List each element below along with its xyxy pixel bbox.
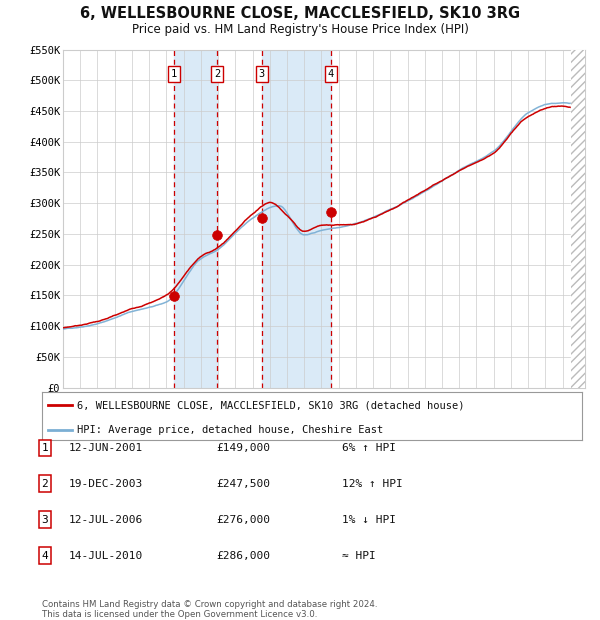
Text: 14-JUL-2010: 14-JUL-2010 [69,551,143,560]
Text: £247,500: £247,500 [216,479,270,489]
Text: £276,000: £276,000 [216,515,270,525]
Text: 4: 4 [41,551,49,560]
Bar [571,50,585,388]
Bar [571,50,585,388]
Text: HPI: Average price, detached house, Cheshire East: HPI: Average price, detached house, Ches… [77,425,383,435]
Text: 1: 1 [171,69,177,79]
Text: 19-DEC-2003: 19-DEC-2003 [69,479,143,489]
Text: £149,000: £149,000 [216,443,270,453]
Text: 6, WELLESBOURNE CLOSE, MACCLESFIELD, SK10 3RG (detached house): 6, WELLESBOURNE CLOSE, MACCLESFIELD, SK1… [77,401,464,410]
Text: 6% ↑ HPI: 6% ↑ HPI [342,443,396,453]
Text: Price paid vs. HM Land Registry's House Price Index (HPI): Price paid vs. HM Land Registry's House … [131,23,469,36]
Text: 3: 3 [259,69,265,79]
Text: 2: 2 [214,69,220,79]
Text: 2: 2 [41,479,49,489]
Text: £286,000: £286,000 [216,551,270,560]
Text: 4: 4 [328,69,334,79]
Text: 1: 1 [41,443,49,453]
Text: Contains HM Land Registry data © Crown copyright and database right 2024.
This d: Contains HM Land Registry data © Crown c… [42,600,377,619]
Text: 1% ↓ HPI: 1% ↓ HPI [342,515,396,525]
Text: 6, WELLESBOURNE CLOSE, MACCLESFIELD, SK10 3RG: 6, WELLESBOURNE CLOSE, MACCLESFIELD, SK1… [80,6,520,21]
Text: 12-JUN-2001: 12-JUN-2001 [69,443,143,453]
Text: ≈ HPI: ≈ HPI [342,551,376,560]
Text: 3: 3 [41,515,49,525]
Bar [174,50,217,388]
Bar [262,50,331,388]
Text: 12-JUL-2006: 12-JUL-2006 [69,515,143,525]
Text: 12% ↑ HPI: 12% ↑ HPI [342,479,403,489]
